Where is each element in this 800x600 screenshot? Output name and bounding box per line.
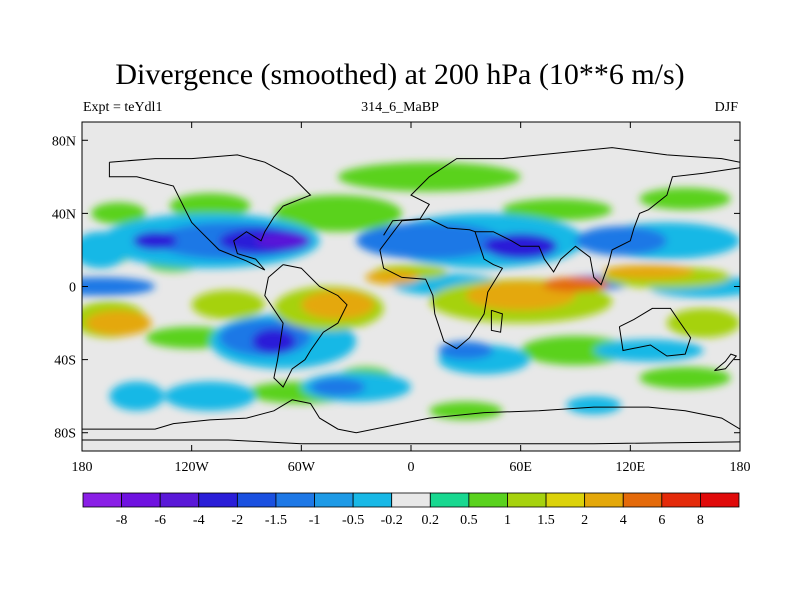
x-tick-label-0: 180: [72, 460, 93, 475]
field-region-52: [542, 277, 609, 292]
field-region-29: [356, 222, 503, 260]
y-tick-label-2: 0: [69, 281, 76, 296]
y-tick-label-3: 40S: [54, 354, 76, 369]
y-tick-label-1: 40N: [52, 207, 76, 222]
colorbar-swatch-15: [661, 492, 701, 508]
y-tick-label-0: 80N: [52, 134, 76, 149]
chart-title: Divergence (smoothed) at 200 hPa (10**6 …: [115, 58, 685, 91]
colorbar-label-10: 1: [504, 513, 511, 528]
divergence-field: [82, 162, 740, 420]
y-tick-label-4: 80S: [54, 427, 76, 442]
coastline-7: [618, 307, 692, 357]
coastline-5: [379, 218, 504, 350]
field-region-50: [365, 270, 421, 285]
colorbar-label-15: 8: [697, 513, 704, 528]
x-tick-label-1: 120W: [175, 460, 210, 475]
colorbar-swatch-12: [545, 492, 586, 508]
colorbar-swatch-3: [198, 492, 238, 508]
field-region-40: [666, 308, 740, 338]
field-region-22: [109, 381, 165, 411]
colorbar-swatch-6: [314, 492, 354, 508]
colorbar-swatch-9: [429, 492, 470, 508]
experiment-label: Expt = teYdl1: [83, 100, 163, 115]
coastline-3: [108, 154, 312, 271]
field-region-2: [273, 195, 402, 232]
coastline-0: [82, 399, 740, 434]
colorbar-swatch-13: [584, 492, 624, 508]
coastline-6: [475, 167, 740, 286]
colorbar-label-8: 0.2: [422, 513, 440, 528]
coastlines: [82, 147, 740, 445]
field-region-25: [566, 396, 622, 415]
case-label: 314_6_MaBP: [361, 100, 439, 115]
field-region-30: [575, 226, 667, 256]
field-region-49: [602, 264, 695, 280]
colorbar-label-0: -8: [116, 513, 128, 528]
field-region-47: [301, 290, 375, 320]
field-region-21: [593, 339, 704, 362]
x-tick-label-6: 180: [730, 460, 751, 475]
field-region-23: [164, 381, 256, 411]
colorbar-swatch-2: [159, 492, 200, 508]
field-region-44: [251, 328, 296, 355]
field-region-27: [82, 277, 156, 296]
colorbar-label-14: 6: [658, 513, 665, 528]
colorbar-label-3: -2: [232, 513, 244, 528]
field-region-6: [639, 187, 731, 210]
colorbar-swatch-4: [236, 492, 277, 508]
colorbar-label-4: -1.5: [265, 513, 287, 528]
coastline-9: [490, 309, 503, 333]
field-region-51: [255, 233, 311, 249]
coastline-1: [82, 439, 740, 445]
axes: 180 120W 60W 0 60E 120E 180 80N 40N 0 40S 80S: [52, 122, 751, 475]
coastline-2: [264, 264, 348, 388]
colorbar-swatch-11: [507, 492, 547, 508]
field-region-7: [502, 198, 613, 221]
colorbar-label-11: 1.5: [537, 513, 555, 528]
x-tick-label-2: 60W: [288, 460, 316, 475]
field-region-11: [639, 366, 731, 389]
field-region-13: [520, 335, 631, 366]
season-label: DJF: [714, 100, 738, 115]
colorbar-swatch-1: [121, 492, 161, 508]
field-region-36: [191, 290, 265, 320]
field-region-1: [169, 193, 251, 219]
field-region-10: [429, 401, 503, 420]
x-tick-label-5: 120E: [616, 460, 646, 475]
colorbar-swatch-14: [622, 492, 663, 508]
colorbar-swatch-16: [700, 492, 740, 508]
colorbar-swatch-7: [352, 492, 393, 508]
x-tick-label-3: 0: [408, 460, 415, 475]
colorbar-label-6: -0.5: [342, 513, 364, 528]
field-region-46: [85, 310, 152, 336]
colorbar-swatch-5: [275, 492, 315, 508]
colorbar-label-1: -6: [154, 513, 166, 528]
coastline-8: [714, 353, 738, 372]
colorbar-label-5: -1: [309, 513, 321, 528]
colorbar-label-9: 0.5: [460, 513, 478, 528]
coastline-4: [383, 147, 740, 236]
field-region-34: [438, 341, 494, 360]
colorbar-label-2: -4: [193, 513, 205, 528]
colorbar: -8 -6 -4 -2 -1.5 -1 -0.5 -0.2 0.2 0.5 1 1.5 2 4 6 8: [82, 492, 740, 528]
colorbar-label-7: -0.2: [381, 513, 403, 528]
colorbar-label-13: 4: [620, 513, 627, 528]
field-region-32: [310, 377, 366, 397]
colorbar-swatch-10: [468, 492, 508, 508]
colorbar-swatch-0: [82, 492, 122, 508]
field-region-0: [91, 202, 146, 225]
x-tick-label-4: 60E: [509, 460, 532, 475]
colorbar-swatch-8: [391, 492, 431, 508]
field-region-45: [133, 231, 178, 250]
colorbar-label-12: 2: [581, 513, 588, 528]
